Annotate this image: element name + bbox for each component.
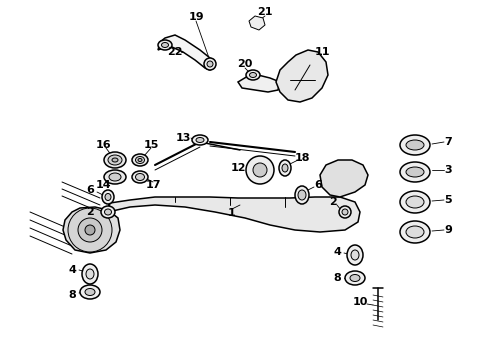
Polygon shape: [158, 35, 213, 70]
Ellipse shape: [192, 135, 208, 145]
Polygon shape: [320, 160, 368, 197]
Text: 4: 4: [333, 247, 341, 257]
Text: 17: 17: [145, 180, 161, 190]
Ellipse shape: [132, 171, 148, 183]
Text: 6: 6: [86, 185, 94, 195]
Ellipse shape: [249, 72, 256, 77]
Ellipse shape: [246, 70, 260, 80]
Text: 20: 20: [237, 59, 253, 69]
Text: 18: 18: [294, 153, 310, 163]
Text: 1: 1: [228, 208, 236, 218]
Polygon shape: [238, 75, 280, 92]
Text: 2: 2: [329, 197, 337, 207]
Polygon shape: [63, 207, 120, 253]
Ellipse shape: [112, 158, 118, 162]
Ellipse shape: [158, 40, 172, 50]
Text: 7: 7: [444, 137, 452, 147]
Ellipse shape: [406, 196, 424, 208]
Text: 9: 9: [444, 225, 452, 235]
Text: 8: 8: [333, 273, 341, 283]
Ellipse shape: [82, 264, 98, 284]
Ellipse shape: [350, 275, 360, 282]
Text: 12: 12: [230, 163, 246, 173]
Ellipse shape: [109, 173, 121, 181]
Circle shape: [207, 61, 213, 67]
Ellipse shape: [102, 190, 114, 204]
Text: 21: 21: [257, 7, 273, 17]
Ellipse shape: [345, 271, 365, 285]
Circle shape: [204, 58, 216, 70]
Ellipse shape: [138, 158, 142, 162]
Circle shape: [78, 218, 102, 242]
Ellipse shape: [400, 135, 430, 155]
Ellipse shape: [104, 170, 126, 184]
Ellipse shape: [104, 209, 112, 215]
Text: 19: 19: [188, 12, 204, 22]
Text: 16: 16: [95, 140, 111, 150]
Ellipse shape: [339, 206, 351, 218]
Ellipse shape: [196, 138, 204, 143]
Ellipse shape: [347, 245, 363, 265]
Ellipse shape: [86, 269, 94, 279]
Text: 11: 11: [314, 47, 330, 57]
Ellipse shape: [80, 285, 100, 299]
Text: 6: 6: [314, 180, 322, 190]
Ellipse shape: [132, 154, 148, 166]
Ellipse shape: [406, 167, 424, 177]
Ellipse shape: [351, 250, 359, 260]
Ellipse shape: [279, 160, 291, 176]
Ellipse shape: [162, 42, 169, 48]
Polygon shape: [249, 16, 265, 30]
Ellipse shape: [400, 191, 430, 213]
Circle shape: [68, 208, 112, 252]
Circle shape: [246, 156, 274, 184]
Ellipse shape: [400, 162, 430, 182]
Ellipse shape: [136, 157, 145, 163]
Ellipse shape: [282, 164, 288, 172]
Circle shape: [85, 225, 95, 235]
Ellipse shape: [295, 186, 309, 204]
Circle shape: [253, 163, 267, 177]
Ellipse shape: [101, 206, 115, 218]
Ellipse shape: [400, 221, 430, 243]
Ellipse shape: [136, 174, 145, 180]
Ellipse shape: [406, 226, 424, 238]
Text: 15: 15: [143, 140, 159, 150]
Text: 4: 4: [68, 265, 76, 275]
Text: 10: 10: [352, 297, 368, 307]
Text: 14: 14: [95, 180, 111, 190]
Ellipse shape: [298, 190, 306, 200]
Ellipse shape: [108, 155, 122, 165]
Ellipse shape: [105, 194, 111, 201]
Text: 22: 22: [167, 47, 183, 57]
Text: 13: 13: [175, 133, 191, 143]
Ellipse shape: [104, 152, 126, 168]
Polygon shape: [108, 197, 360, 232]
Ellipse shape: [342, 209, 348, 215]
Ellipse shape: [85, 288, 95, 296]
Text: 3: 3: [444, 165, 452, 175]
Polygon shape: [276, 50, 328, 102]
Ellipse shape: [406, 140, 424, 150]
Text: 2: 2: [86, 207, 94, 217]
Text: 5: 5: [444, 195, 452, 205]
Text: 8: 8: [68, 290, 76, 300]
